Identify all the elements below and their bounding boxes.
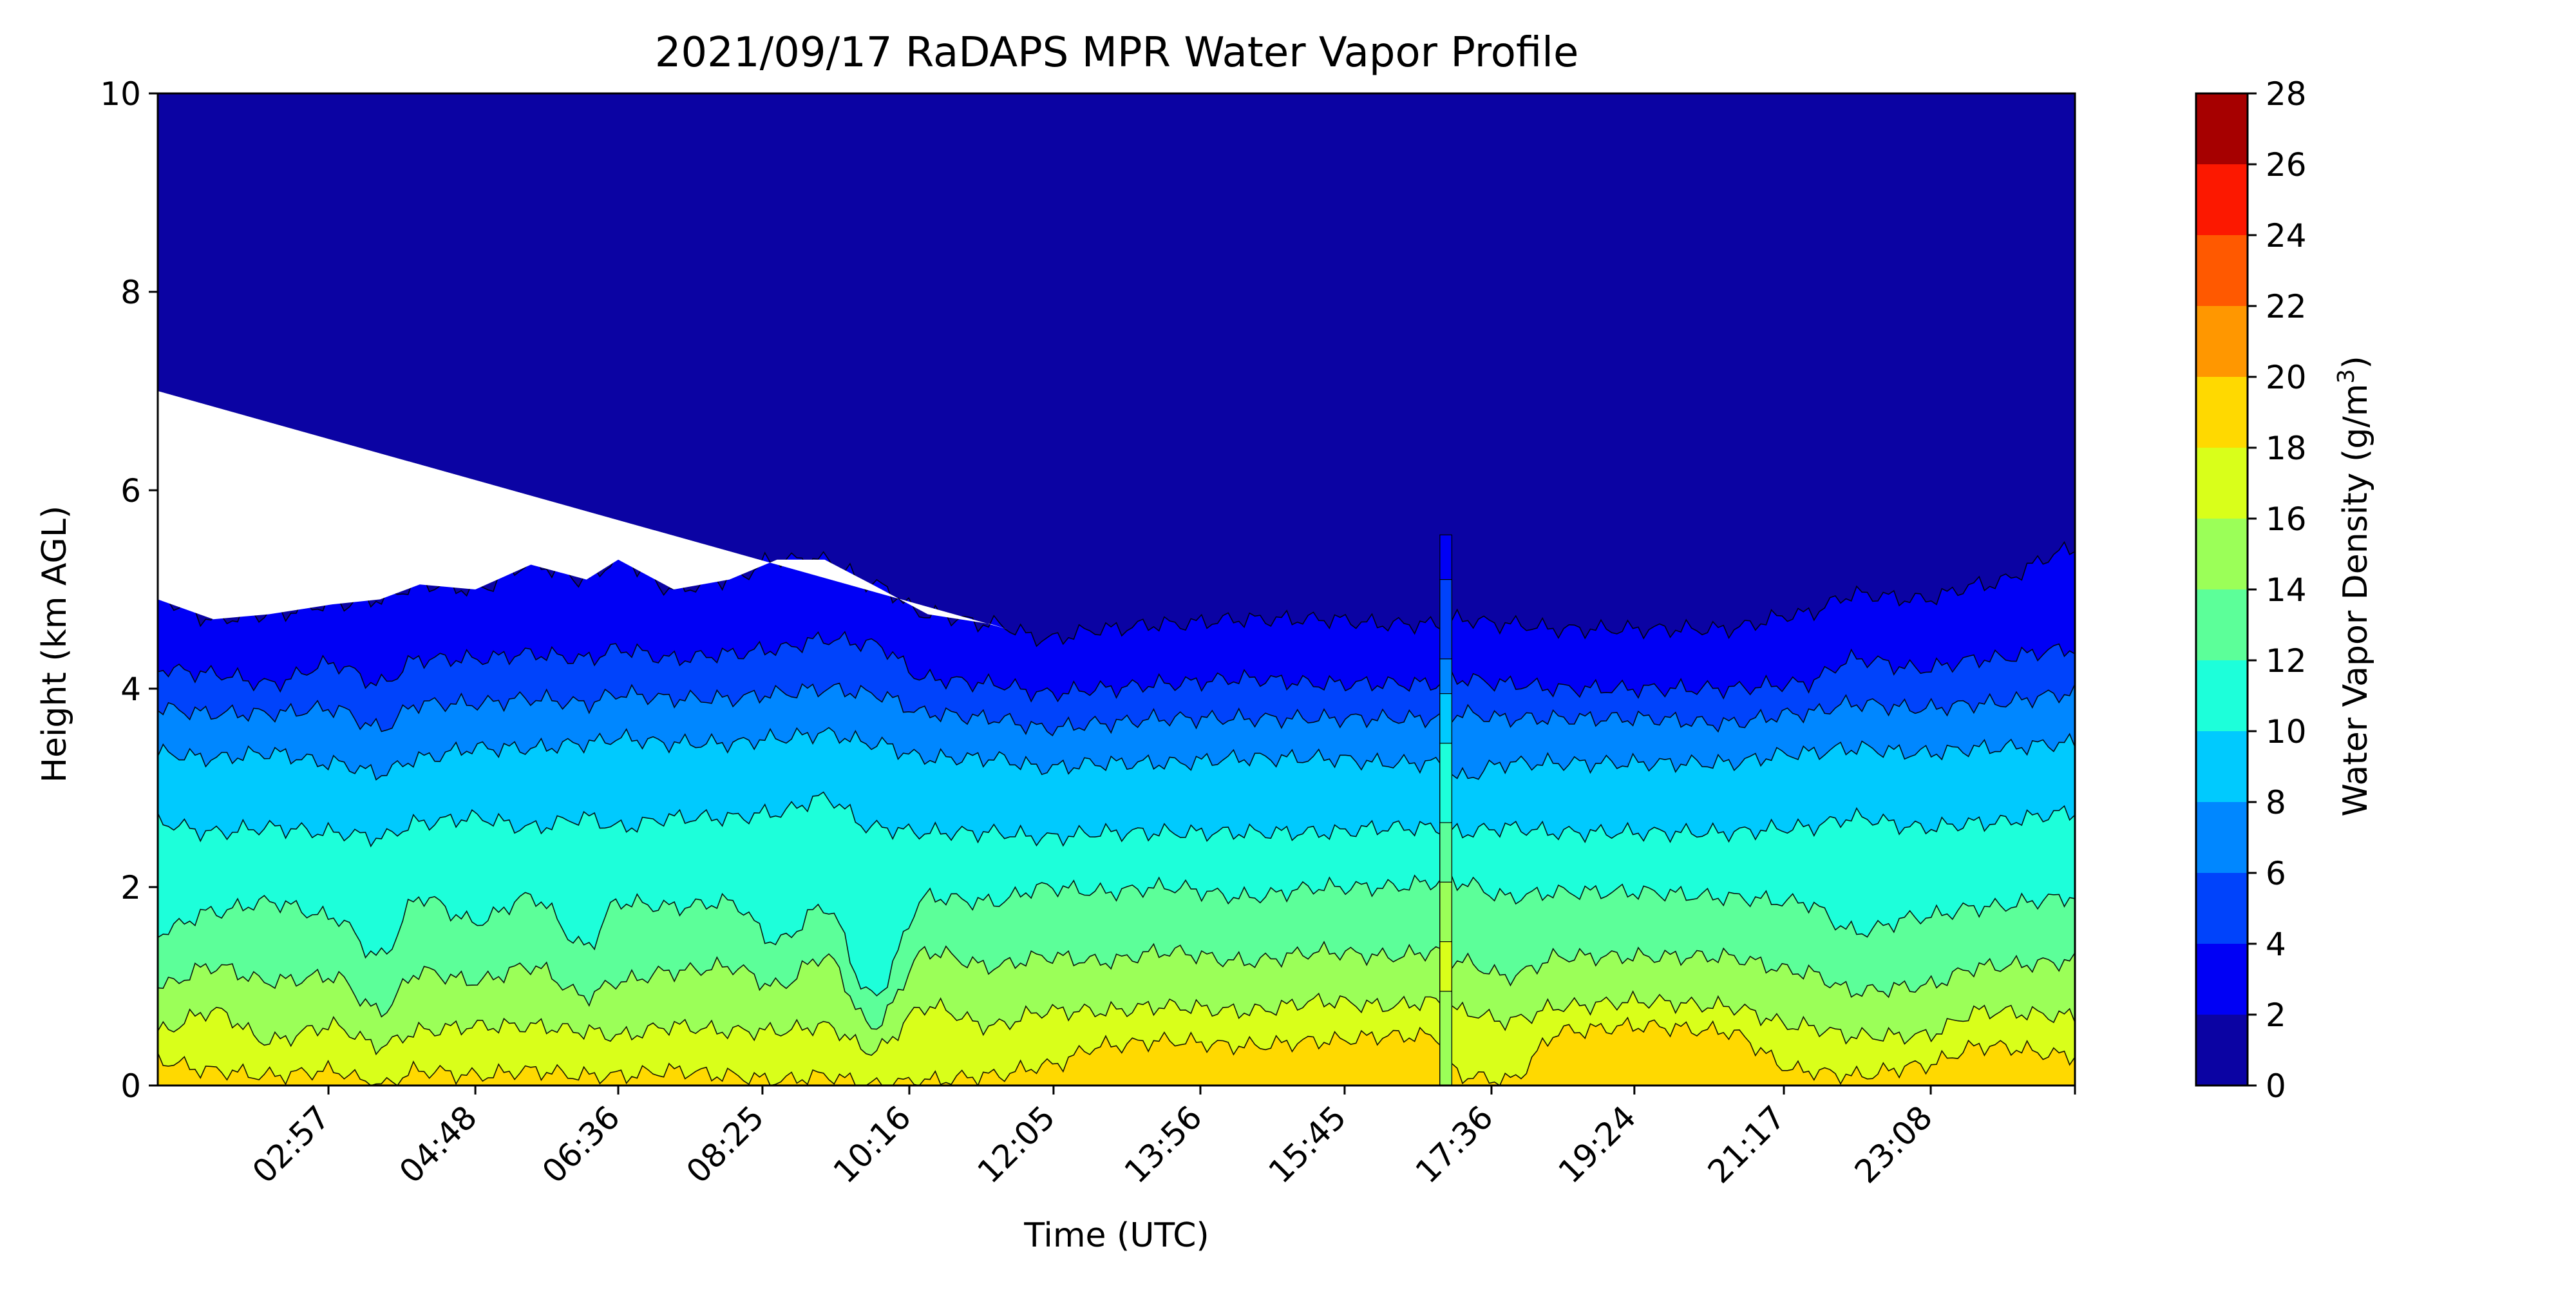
x-tick-label: 15:45 xyxy=(1262,1098,1354,1191)
colorbar-swatch-4-6 xyxy=(2196,873,2248,944)
colorbar-tick-label: 12 xyxy=(2266,642,2307,680)
colorbar-tick-label: 18 xyxy=(2266,430,2307,467)
y-tick-label: 10 xyxy=(100,75,141,113)
y-axis-label: Height (km AGL) xyxy=(35,506,74,783)
colorbar-tick-label: 14 xyxy=(2266,571,2307,609)
contour-band-18-20 xyxy=(158,1017,2075,1085)
colorbar-tick-label: 22 xyxy=(2266,288,2307,325)
colorbar-swatch-24-26 xyxy=(2196,164,2248,235)
x-tick-label: 04:48 xyxy=(392,1098,484,1191)
colorbar-swatch-2-4 xyxy=(2196,944,2248,1015)
x-tick-label: 06:36 xyxy=(535,1098,627,1191)
plot-area xyxy=(158,93,2075,1085)
colorbar-tick-label: 8 xyxy=(2266,784,2286,821)
plot-frame xyxy=(156,92,2076,1087)
x-tick-label: 12:05 xyxy=(971,1098,1063,1191)
colorbar-swatch-22-24 xyxy=(2196,235,2248,306)
x-axis-label: Time (UTC) xyxy=(1023,1216,1209,1255)
colorbar-tick-label: 0 xyxy=(2266,1067,2286,1105)
x-tick-label: 10:16 xyxy=(826,1098,918,1191)
colorbar-label-end: ) xyxy=(2336,356,2375,368)
x-tick-label: 17:36 xyxy=(1408,1098,1501,1191)
x-tick-label: 19:24 xyxy=(1551,1098,1643,1191)
colorbar-tick-label: 16 xyxy=(2266,501,2307,538)
colorbar-swatch-18-20 xyxy=(2196,377,2248,448)
missing-data-region xyxy=(158,391,1007,629)
colorbar-tick-label: 10 xyxy=(2266,713,2307,751)
colorbar-tick-label: 28 xyxy=(2266,75,2307,113)
y-tick-label: 6 xyxy=(120,472,141,510)
contour-group xyxy=(158,93,2075,1085)
colorbar-tick-label: 24 xyxy=(2266,217,2307,254)
colorbar-swatch-0-2 xyxy=(2196,1015,2248,1085)
y-tick-label: 0 xyxy=(120,1067,141,1105)
colorbar-tick-label: 4 xyxy=(2266,926,2286,963)
x-tick-label: 23:08 xyxy=(1848,1098,1940,1191)
y-tick-label: 4 xyxy=(120,671,141,708)
x-tick-label: 21:17 xyxy=(1701,1098,1793,1191)
colorbar-swatch-14-16 xyxy=(2196,519,2248,589)
x-tick-label: 08:25 xyxy=(679,1098,772,1191)
colorbar-tick-label: 26 xyxy=(2266,146,2307,184)
x-tick-label: 02:57 xyxy=(245,1098,337,1191)
colorbar-swatch-26-28 xyxy=(2196,93,2248,164)
colorbar-swatch-20-22 xyxy=(2196,306,2248,377)
colorbar-label-main: Water Vapor Density (g/m xyxy=(2336,384,2375,817)
anomaly-column-band-8 xyxy=(1439,991,1452,1085)
y-tick-label: 2 xyxy=(120,869,141,906)
colorbar-swatch-10-12 xyxy=(2196,660,2248,731)
y-tick-label: 8 xyxy=(120,274,141,311)
colorbar-tick-label: 6 xyxy=(2266,855,2286,892)
colorbar-label-exponent: 3 xyxy=(2333,369,2360,384)
x-tick-label: 13:56 xyxy=(1117,1098,1209,1191)
colorbar-tick-label: 2 xyxy=(2266,997,2286,1034)
colorbar-swatch-8-10 xyxy=(2196,731,2248,802)
colorbar-swatch-16-18 xyxy=(2196,448,2248,519)
colorbar-label: Water Vapor Density (g/m3) xyxy=(2333,356,2375,816)
colorbar-swatch-6-8 xyxy=(2196,802,2248,873)
colorbar-swatch-12-14 xyxy=(2196,589,2248,660)
colorbar-tick-label: 20 xyxy=(2266,359,2307,396)
chart-title: 2021/09/17 RaDAPS MPR Water Vapor Profil… xyxy=(655,29,1579,77)
